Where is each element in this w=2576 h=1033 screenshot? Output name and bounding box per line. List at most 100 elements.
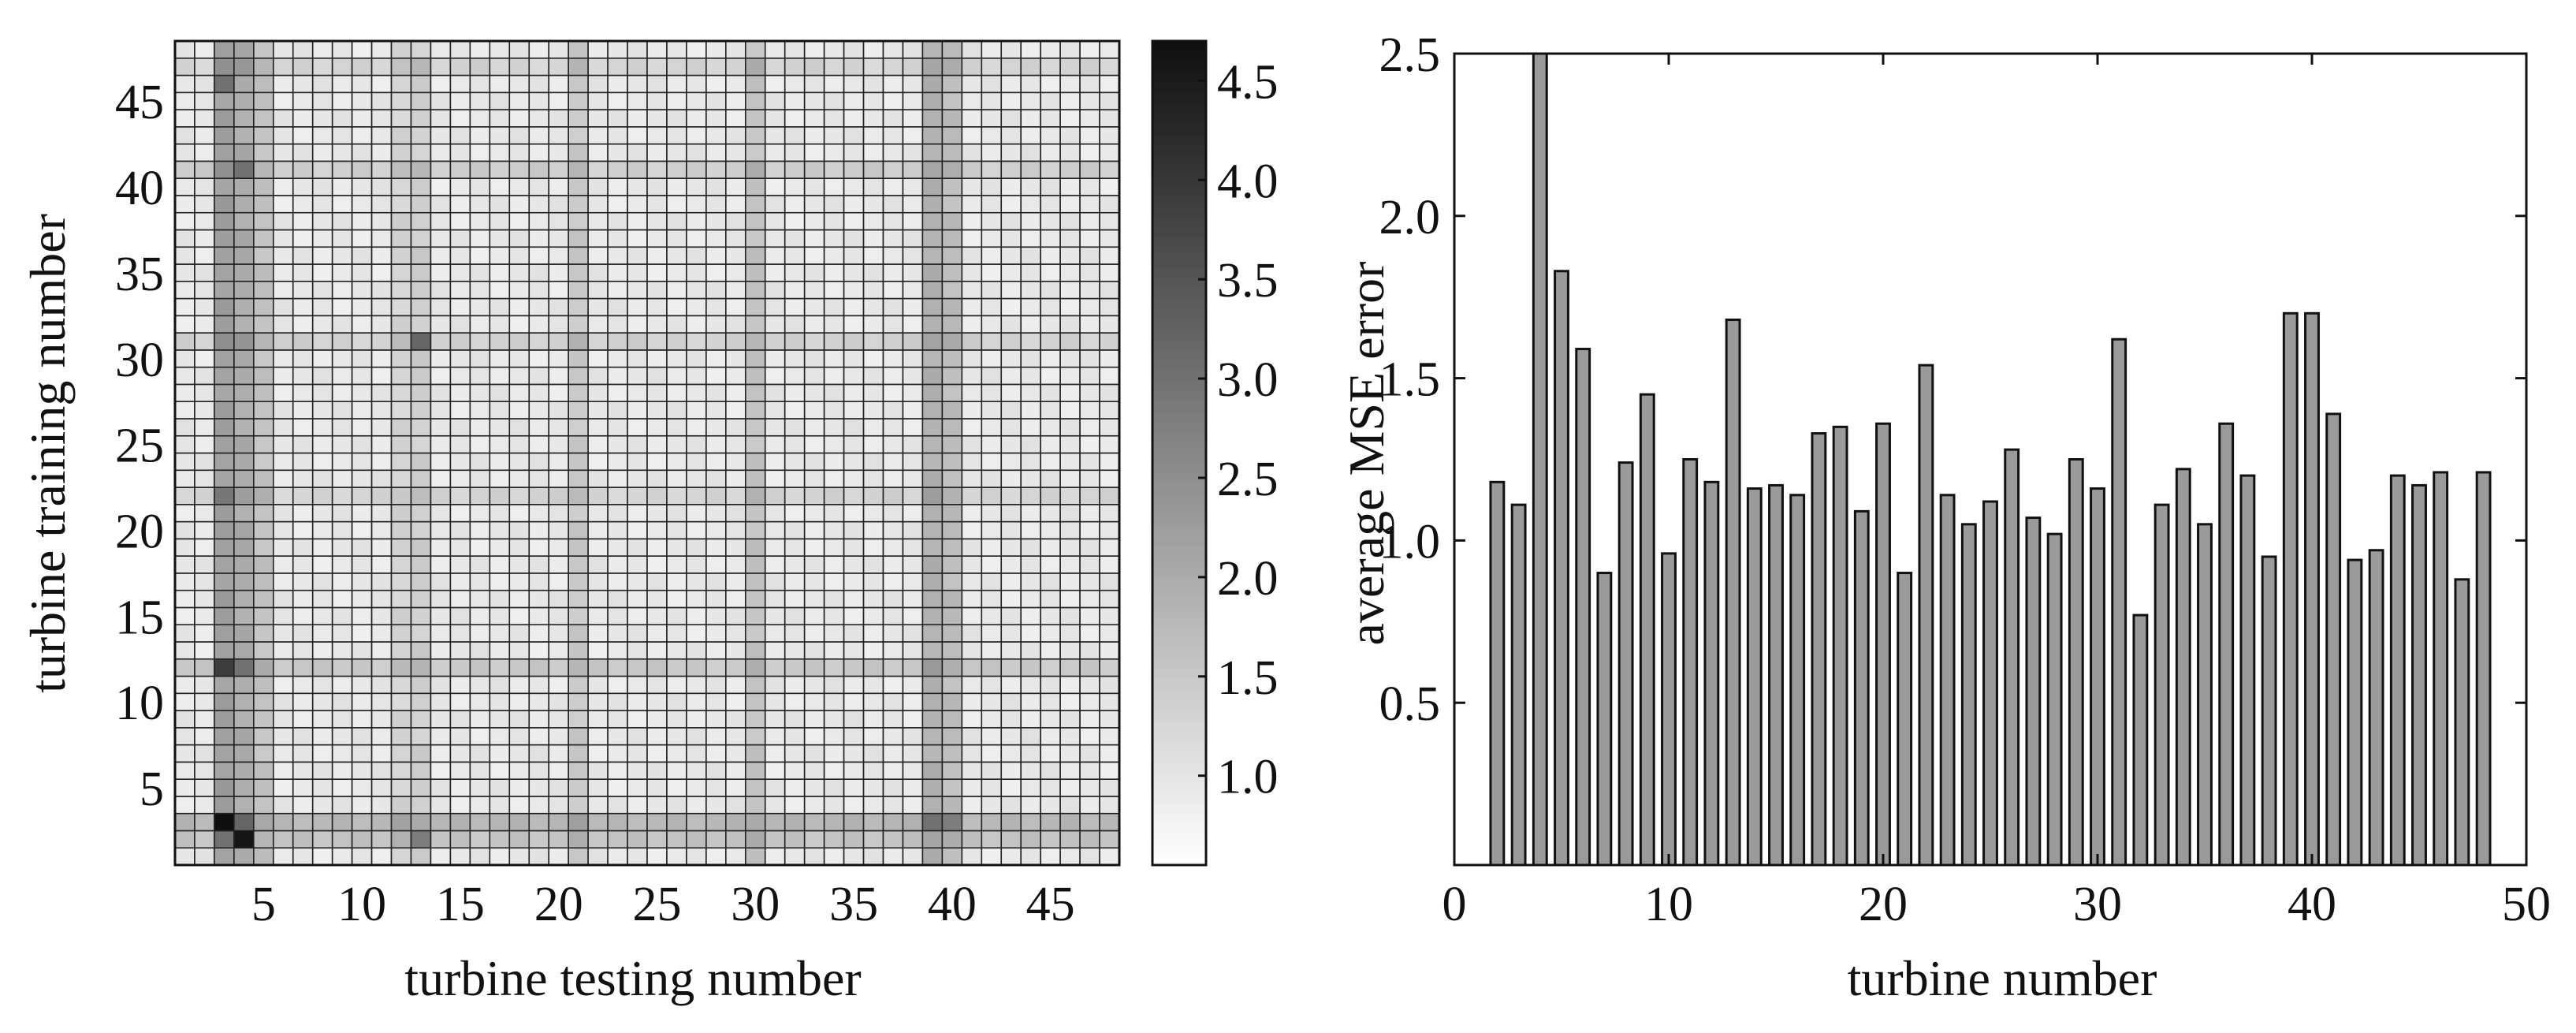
heatmap-x-tick-label: 25 [632,878,681,931]
colorbar-segment [1152,133,1206,140]
heatmap-cell [784,434,806,454]
heatmap-cell [331,143,353,162]
heatmap-cell [1000,830,1022,849]
colorbar-segment [1152,355,1206,361]
heatmap-cell [214,401,235,420]
heatmap-cell [508,641,530,660]
heatmap-cell [705,727,727,746]
bar-series [1489,52,2492,867]
heatmap-cell [174,710,195,729]
heatmap-cell [1000,538,1022,557]
heatmap-cell [430,504,452,523]
heatmap-cell [666,452,687,472]
heatmap-cell [528,366,550,386]
colorbar-segment [1152,468,1206,475]
heatmap-cell [311,57,333,76]
heatmap-cell [686,744,707,763]
heatmap-cell [370,246,393,265]
heatmap-cell [410,469,432,488]
heatmap-cell [568,710,589,729]
heatmap-cell [390,40,412,59]
heatmap-cell [233,263,255,282]
heatmap-cell [430,847,452,866]
heatmap-cell [1000,332,1022,351]
colorbar-segment [1152,345,1206,351]
heatmap-cell [508,538,530,557]
heatmap-cell [764,74,786,94]
heatmap-cell [1079,263,1100,282]
heatmap-cell [568,606,589,626]
heatmap-cell [607,487,628,505]
heatmap-cell [705,177,727,196]
heatmap-cell [843,658,865,677]
heatmap-cell [548,280,569,300]
heatmap-cell [370,109,393,128]
heatmap-y-tick-label: 10 [115,677,164,730]
heatmap-y-tick-label: 20 [115,505,164,558]
colorbar-segment [1152,447,1206,454]
heatmap-cell [370,401,393,420]
heatmap-x-tick-label: 40 [928,878,977,931]
heatmap-cell [233,830,255,849]
heatmap-cell [1099,383,1120,402]
heatmap-cell [351,280,373,300]
heatmap-cell [311,280,333,300]
colorbar-segment [1152,278,1206,284]
heatmap-cell [1059,624,1081,643]
heatmap-cell [784,641,806,660]
heatmap-cell [548,109,569,128]
heatmap-cell [449,744,471,763]
colorbar-segment [1152,571,1206,577]
heatmap-cell [370,349,393,368]
colorbar-segment [1152,514,1206,521]
heatmap-cell [1059,555,1081,574]
heatmap-cell [568,297,589,317]
heatmap-cell [823,830,845,849]
heatmap-cell [862,830,884,849]
heatmap-cell [646,91,668,110]
heatmap-cell [528,401,550,420]
bar [1939,494,1956,867]
colorbar-segment [1152,524,1206,531]
heatmap-cell [469,761,491,780]
heatmap-cell [370,710,393,729]
heatmap-cell [784,520,806,540]
heatmap-cell [292,675,314,695]
heatmap-cell [646,572,668,591]
heatmap-cell [705,366,727,386]
heatmap-cell [548,211,569,231]
heatmap-cell [253,778,274,797]
heatmap-cell [489,692,511,711]
heatmap-cell [214,315,235,334]
heatmap-cell [194,452,215,472]
colorbar-segment [1152,762,1206,768]
heatmap-cell [1040,796,1061,815]
heatmap-cell [194,675,215,695]
heatmap-cell [705,692,727,711]
heatmap-cell [882,761,904,780]
heatmap-cell [941,126,963,145]
heatmap-cell [666,280,687,300]
heatmap-cell [311,126,333,145]
heatmap-cell [351,160,373,179]
heatmap-cell [292,434,314,454]
heatmap-cell [469,91,491,110]
heatmap-cell [823,538,845,557]
heatmap-cell [784,572,806,591]
heatmap-cell [1059,366,1081,386]
heatmap-cell [489,434,511,454]
heatmap-cell [469,847,491,866]
heatmap-cell [823,418,845,437]
heatmap-cell [1020,126,1041,145]
heatmap-cell [370,418,393,437]
heatmap-cell [410,383,432,402]
heatmap-cell [194,383,215,402]
heatmap-cell [194,211,215,231]
bar-chart-frame [1453,52,2528,867]
heatmap-cell [311,641,333,660]
heatmap-cell [823,74,845,94]
heatmap-cell [390,658,412,677]
heatmap-cell [233,401,255,420]
heatmap-cell [370,315,393,334]
heatmap-cell [528,109,550,128]
